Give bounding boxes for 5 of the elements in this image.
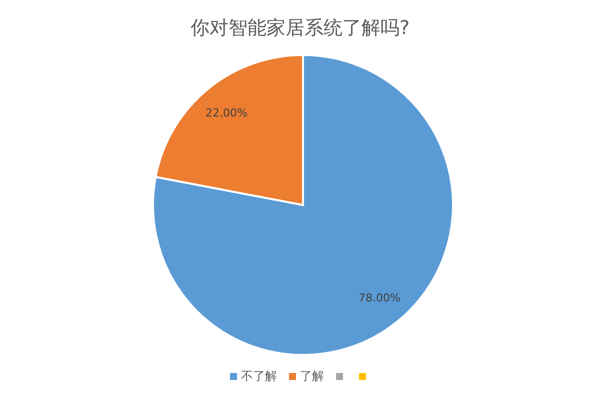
legend-label: 了解 [300, 369, 324, 383]
data-label: 78.00% [358, 291, 400, 304]
chart-title: 你对智能家居系统了解吗? [189, 17, 410, 39]
legend-label: 不了解 [241, 369, 277, 383]
data-label: 22.00% [206, 106, 248, 120]
